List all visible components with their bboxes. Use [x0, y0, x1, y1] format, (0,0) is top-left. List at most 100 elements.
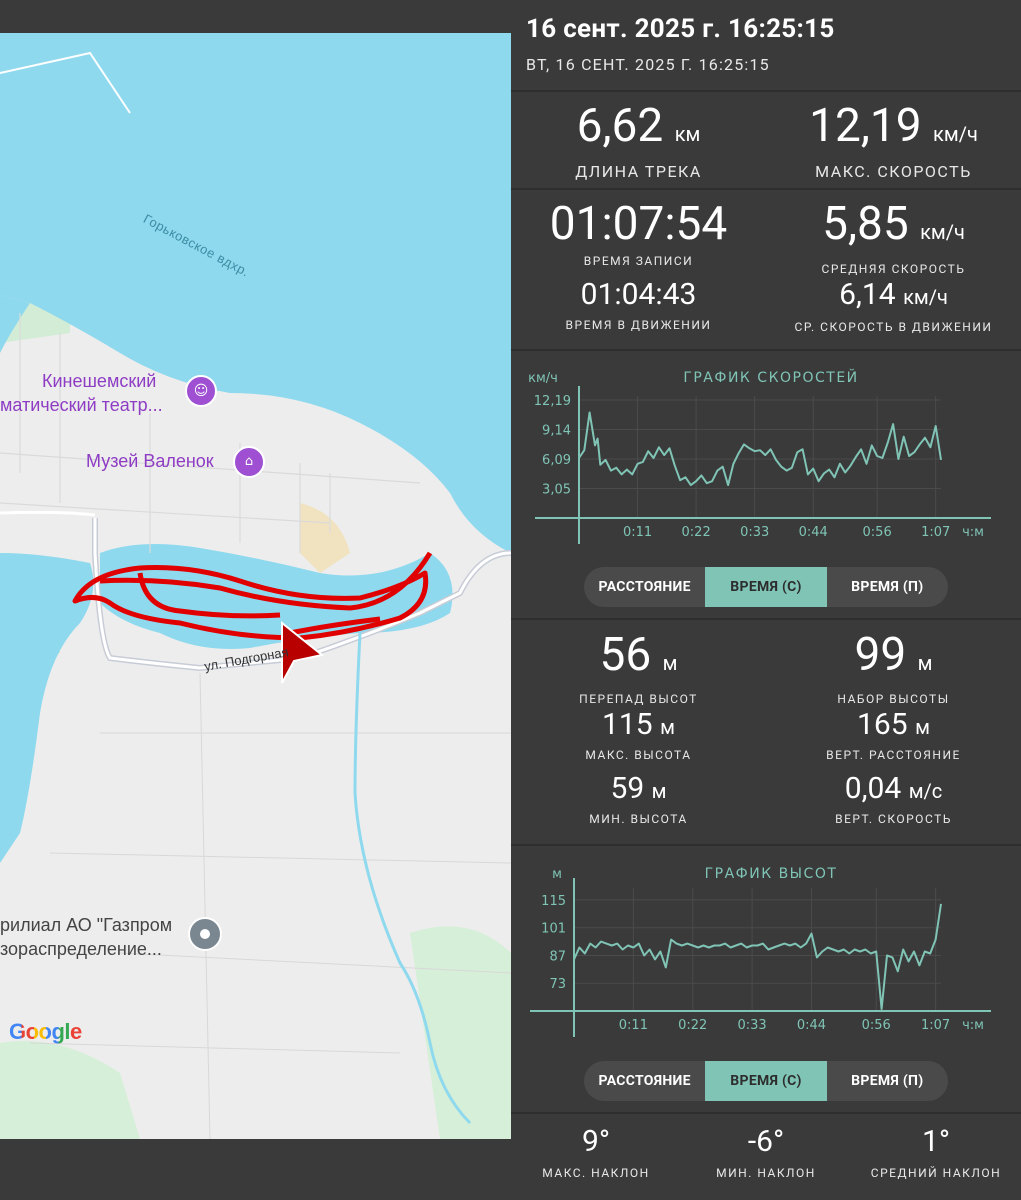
- stat-track-length: 6,62 км ДЛИНА ТРЕКА: [511, 98, 766, 181]
- stat-record-time: 01:07:54 ВРЕМЯ ЗАПИСИ: [511, 196, 766, 268]
- min-elev-unit: м: [651, 779, 667, 803]
- x-tick-label: 0:44: [797, 1018, 826, 1033]
- poi-gazprom-name[interactable]: рилиал АО "Газпром: [0, 915, 173, 935]
- series-line: [578, 411, 942, 487]
- map-canvas[interactable]: [0, 33, 511, 1139]
- elev-gain-label: НАБОР ВЫСОТЫ: [837, 692, 950, 706]
- elevation-chart-mode-toggle[interactable]: РАССТОЯНИЕ ВРЕМЯ (С) ВРЕМЯ (П): [584, 1061, 948, 1101]
- stat-vert-speed: 0,04 м/с ВЕРТ. СКОРОСТЬ: [766, 770, 1021, 826]
- x-axis-unit: ч:м: [962, 1018, 984, 1033]
- record-time-label: ВРЕМЯ ЗАПИСИ: [583, 254, 694, 268]
- toggle-time-moving[interactable]: ВРЕМЯ (П): [851, 1073, 924, 1089]
- x-tick-label: 0:33: [740, 525, 769, 540]
- avg-moving-speed-unit: км/ч: [903, 285, 948, 309]
- avg-speed-label: СРЕДНЯЯ СКОРОСТЬ: [821, 262, 966, 276]
- y-tick-label: 73: [549, 977, 566, 992]
- chart-title: ГРАФИК ВЫСОТ: [705, 866, 838, 882]
- toggle-distance[interactable]: РАССТОЯНИЕ: [598, 1073, 691, 1089]
- stat-moving-time: 01:04:43 ВРЕМЯ В ДВИЖЕНИИ: [511, 276, 766, 332]
- elev-diff-unit: м: [662, 651, 678, 675]
- vert-speed-value: 0,04: [844, 771, 902, 806]
- divider: [511, 349, 1021, 351]
- y-tick-label: 3,05: [542, 482, 571, 497]
- min-slope-label: МИН. НАКЛОН: [716, 1166, 816, 1180]
- divider: [511, 1112, 1021, 1114]
- theatre-masks-icon[interactable]: ☺: [185, 375, 217, 407]
- toggle-time-moving[interactable]: ВРЕМЯ (П): [851, 579, 924, 595]
- poi-theatre-name[interactable]: Кинешемский: [42, 371, 157, 391]
- x-tick-label: 0:22: [682, 525, 711, 540]
- current-position-arrow-icon: [281, 620, 325, 684]
- min-elev-value: 59: [610, 771, 645, 806]
- vert-speed-unit: м/с: [908, 779, 943, 803]
- x-tick-label: 0:56: [863, 525, 892, 540]
- stat-elev-gain: 99 м НАБОР ВЫСОТЫ: [766, 628, 1021, 706]
- divider: [511, 618, 1021, 620]
- google-logo-text: Google: [9, 1019, 82, 1044]
- y-tick-label: 101: [541, 922, 566, 937]
- y-tick-label: 6,09: [542, 453, 571, 468]
- series-line: [573, 903, 942, 1010]
- max-elev-value: 115: [602, 707, 653, 742]
- y-tick-label: 87: [549, 949, 566, 964]
- x-tick-label: 0:44: [799, 525, 828, 540]
- track-length-value: 6,62: [576, 99, 664, 153]
- avg-speed-value: 5,85: [822, 197, 909, 251]
- y-tick-label: 12,19: [534, 394, 571, 409]
- speed-chart-mode-toggle[interactable]: РАССТОЯНИЕ ВРЕМЯ (С) ВРЕМЯ (П): [584, 567, 948, 607]
- google-logo: Google: [9, 1019, 82, 1045]
- y-tick-label: 9,14: [542, 424, 571, 439]
- elev-gain-unit: м: [917, 651, 933, 675]
- max-speed-value: 12,19: [809, 99, 922, 153]
- avg-slope-label: СРЕДНИЙ НАКЛОН: [870, 1166, 1002, 1180]
- stat-vert-distance: 165 м ВЕРТ. РАССТОЯНИЕ: [766, 706, 1021, 762]
- elev-gain-value: 99: [854, 628, 907, 682]
- stat-max-speed: 12,19 км/ч МАКС. СКОРОСТЬ: [766, 98, 1021, 181]
- x-tick-label: 0:56: [862, 1018, 891, 1033]
- poi-gazprom-name-2[interactable]: зораспределение...: [0, 939, 162, 959]
- avg-moving-speed-label: СР. СКОРОСТЬ В ДВИЖЕНИИ: [794, 320, 993, 334]
- stat-avg-speed: 5,85 км/ч СРЕДНЯЯ СКОРОСТЬ: [766, 196, 1021, 276]
- avg-moving-speed-value: 6,14: [839, 277, 896, 312]
- vert-distance-value: 165: [857, 707, 908, 742]
- top-status-bar: [0, 0, 511, 33]
- max-speed-unit: км/ч: [933, 122, 978, 146]
- stat-min-slope: -6° МИН. НАКЛОН: [681, 1120, 851, 1180]
- vert-distance-label: ВЕРТ. РАССТОЯНИЕ: [826, 748, 961, 762]
- toggle-time-total[interactable]: ВРЕМЯ (С): [705, 1061, 827, 1101]
- x-tick-label: 0:11: [619, 1018, 648, 1033]
- record-time-value: 01:07:54: [549, 197, 728, 251]
- poi-museum-name[interactable]: Музей Валенок: [86, 451, 214, 471]
- x-tick-label: 0:33: [738, 1018, 767, 1033]
- min-slope-value: -6°: [747, 1124, 785, 1159]
- avg-speed-unit: км/ч: [920, 220, 965, 244]
- place-pin-icon[interactable]: [188, 917, 222, 951]
- stat-max-elev: 115 м МАКС. ВЫСОТА: [511, 706, 766, 762]
- elevation-chart[interactable]: ГРАФИК ВЫСОТ м 0:11 0:22 0:33 0:44 0:56 1:07 115…: [511, 856, 1021, 1046]
- x-tick-label: 1:07: [921, 525, 950, 540]
- max-elev-unit: м: [660, 715, 675, 739]
- museum-icon[interactable]: ⌂: [233, 446, 265, 478]
- stat-elev-diff: 56 м ПЕРЕПАД ВЫСОТ: [511, 628, 766, 706]
- track-length-unit: км: [674, 122, 701, 146]
- max-slope-value: 9°: [581, 1124, 611, 1159]
- track-length-label: ДЛИНА ТРЕКА: [575, 162, 702, 181]
- stat-max-slope: 9° МАКС. НАКЛОН: [511, 1120, 681, 1180]
- toggle-distance[interactable]: РАССТОЯНИЕ: [598, 579, 691, 595]
- y-tick-label: 115: [541, 894, 566, 909]
- map-view[interactable]: Горьковское вдхр. Кинешемский матический…: [0, 33, 511, 1139]
- track-date-title: 16 сент. 2025 г. 16:25:15: [526, 14, 835, 44]
- divider: [511, 188, 1021, 190]
- bottom-bar: [0, 1139, 511, 1200]
- x-tick-label: 0:11: [623, 525, 652, 540]
- elev-diff-label: ПЕРЕПАД ВЫСОТ: [579, 692, 698, 706]
- poi-theatre-name-2[interactable]: матический театр...: [0, 395, 163, 415]
- vert-speed-label: ВЕРТ. СКОРОСТЬ: [835, 812, 952, 826]
- min-elev-label: МИН. ВЫСОТА: [589, 812, 688, 826]
- speed-chart[interactable]: ГРАФИК СКОРОСТЕЙ км/ч 0:11 0:22 0:33 0:44 0:56…: [511, 360, 1021, 550]
- x-tick-label: 1:07: [921, 1018, 950, 1033]
- divider: [511, 90, 1021, 92]
- max-elev-label: МАКС. ВЫСОТА: [585, 748, 692, 762]
- stat-avg-slope: 1° СРЕДНИЙ НАКЛОН: [851, 1120, 1021, 1180]
- toggle-time-total[interactable]: ВРЕМЯ (С): [705, 567, 827, 607]
